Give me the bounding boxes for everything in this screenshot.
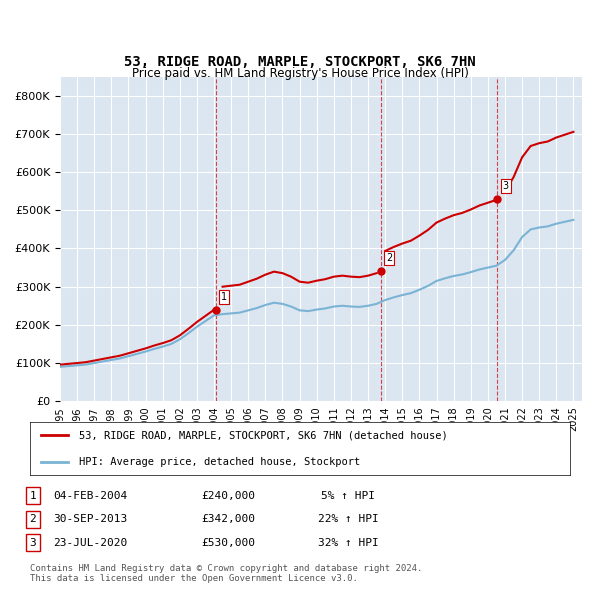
Text: 2: 2 (386, 253, 392, 263)
Text: 04-FEB-2004: 04-FEB-2004 (53, 491, 127, 500)
Text: Price paid vs. HM Land Registry's House Price Index (HPI): Price paid vs. HM Land Registry's House … (131, 67, 469, 80)
Text: £240,000: £240,000 (201, 491, 255, 500)
Text: 53, RIDGE ROAD, MARPLE, STOCKPORT, SK6 7HN (detached house): 53, RIDGE ROAD, MARPLE, STOCKPORT, SK6 7… (79, 430, 448, 440)
Text: 23-JUL-2020: 23-JUL-2020 (53, 538, 127, 548)
Text: Contains HM Land Registry data © Crown copyright and database right 2024.
This d: Contains HM Land Registry data © Crown c… (30, 564, 422, 583)
Text: 32% ↑ HPI: 32% ↑ HPI (317, 538, 379, 548)
Text: 5% ↑ HPI: 5% ↑ HPI (321, 491, 375, 500)
Text: 1: 1 (29, 491, 37, 500)
Text: 3: 3 (29, 538, 37, 548)
Text: 22% ↑ HPI: 22% ↑ HPI (317, 514, 379, 524)
Text: 30-SEP-2013: 30-SEP-2013 (53, 514, 127, 524)
Text: £530,000: £530,000 (201, 538, 255, 548)
Text: 3: 3 (503, 181, 509, 191)
Text: 2: 2 (29, 514, 37, 524)
Text: 1: 1 (221, 292, 227, 302)
Text: 53, RIDGE ROAD, MARPLE, STOCKPORT, SK6 7HN: 53, RIDGE ROAD, MARPLE, STOCKPORT, SK6 7… (124, 55, 476, 69)
Text: £342,000: £342,000 (201, 514, 255, 524)
Text: HPI: Average price, detached house, Stockport: HPI: Average price, detached house, Stoc… (79, 457, 360, 467)
